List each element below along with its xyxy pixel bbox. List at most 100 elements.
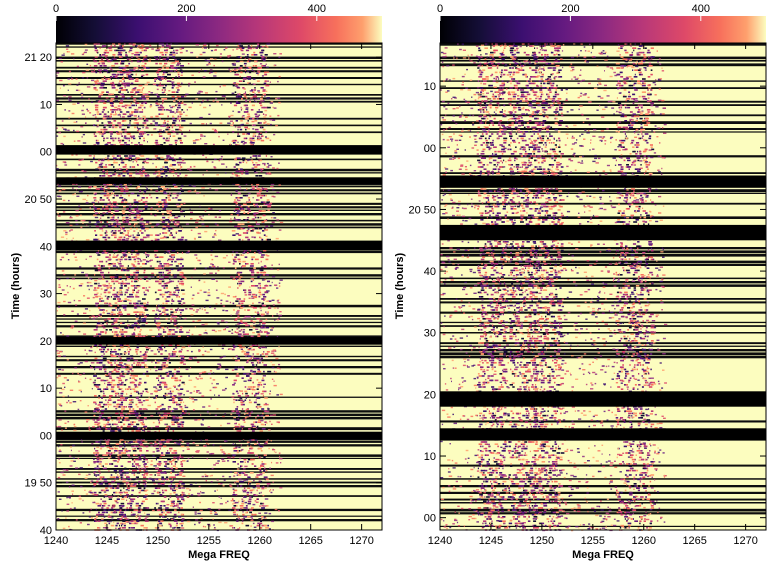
- noise-pixel: [97, 101, 100, 103]
- emission-pixel: [241, 351, 244, 353]
- masked-row: [56, 410, 382, 413]
- emission-pixel: [155, 214, 157, 217]
- emission-pixel: [163, 412, 167, 415]
- emission-pixel: [144, 223, 149, 225]
- emission-pixel: [111, 318, 115, 320]
- emission-pixel: [146, 348, 149, 351]
- noise-pixel: [249, 97, 253, 99]
- noise-pixel: [195, 519, 199, 521]
- emission-pixel: [142, 87, 145, 89]
- emission-pixel: [159, 348, 164, 351]
- emission-pixel: [156, 124, 161, 126]
- emission-pixel: [131, 465, 136, 467]
- emission-pixel: [156, 238, 160, 241]
- emission-pixel: [125, 51, 127, 54]
- emission-pixel: [257, 155, 261, 157]
- emission-pixel: [134, 111, 139, 113]
- noise-pixel: [276, 318, 279, 321]
- emission-pixel: [119, 49, 124, 52]
- emission-pixel: [118, 395, 120, 397]
- emission-pixel: [120, 188, 125, 190]
- emission-pixel: [139, 91, 143, 93]
- emission-pixel: [157, 522, 160, 525]
- emission-pixel: [166, 159, 169, 162]
- emission-pixel: [121, 287, 123, 289]
- emission-pixel: [247, 221, 250, 223]
- emission-pixel: [129, 348, 132, 351]
- noise-pixel: [128, 169, 130, 172]
- emission-pixel: [127, 124, 131, 126]
- emission-pixel: [240, 322, 243, 324]
- emission-pixel: [178, 296, 180, 298]
- emission-pixel: [101, 58, 103, 60]
- emission-pixel: [236, 518, 238, 520]
- emission-pixel: [263, 331, 268, 333]
- noise-pixel: [214, 490, 216, 492]
- noise-pixel: [169, 80, 172, 83]
- noise-pixel: [89, 277, 92, 279]
- emission-pixel: [261, 353, 264, 355]
- emission-pixel: [103, 502, 107, 505]
- emission-pixel: [120, 476, 122, 478]
- emission-pixel: [99, 410, 101, 412]
- emission-pixel: [165, 417, 168, 419]
- emission-pixel: [135, 476, 139, 478]
- emission-pixel: [238, 95, 242, 98]
- emission-pixel: [238, 302, 240, 305]
- emission-pixel: [94, 494, 98, 496]
- emission-pixel: [101, 188, 104, 190]
- emission-pixel: [158, 386, 162, 388]
- noise-pixel: [266, 172, 268, 174]
- emission-pixel: [112, 234, 117, 236]
- emission-pixel: [130, 285, 134, 287]
- emission-pixel: [242, 78, 246, 80]
- emission-pixel: [161, 408, 166, 410]
- emission-pixel: [120, 227, 122, 230]
- emission-pixel: [93, 238, 98, 241]
- emission-pixel: [253, 386, 255, 388]
- emission-pixel: [123, 236, 126, 239]
- noise-pixel: [121, 299, 124, 302]
- emission-pixel: [120, 439, 124, 441]
- emission-pixel: [239, 527, 241, 529]
- emission-pixel: [181, 346, 186, 349]
- emission-pixel: [245, 117, 249, 120]
- emission-pixel: [168, 485, 172, 487]
- emission-pixel: [164, 62, 168, 65]
- emission-pixel: [178, 104, 181, 107]
- emission-pixel: [180, 102, 184, 104]
- emission-pixel: [232, 456, 235, 459]
- emission-pixel: [117, 291, 120, 294]
- emission-pixel: [133, 304, 137, 307]
- emission-pixel: [247, 212, 250, 214]
- emission-pixel: [253, 357, 257, 360]
- emission-pixel: [257, 73, 259, 76]
- emission-pixel: [133, 271, 136, 274]
- noise-pixel: [80, 439, 83, 441]
- emission-pixel: [251, 89, 253, 91]
- emission-pixel: [244, 489, 247, 492]
- emission-pixel: [134, 421, 136, 423]
- emission-pixel: [109, 254, 111, 256]
- emission-pixel: [135, 91, 137, 93]
- noise-pixel: [265, 300, 269, 302]
- emission-pixel: [119, 344, 123, 346]
- noise-pixel: [145, 466, 149, 468]
- emission-pixel: [93, 155, 95, 157]
- emission-pixel: [238, 186, 241, 188]
- emission-pixel: [104, 208, 109, 210]
- emission-pixel: [106, 100, 110, 102]
- emission-pixel: [175, 98, 178, 100]
- noise-pixel: [189, 129, 191, 132]
- noise-pixel: [145, 516, 149, 518]
- emission-pixel: [118, 348, 121, 351]
- emission-pixel: [163, 263, 167, 265]
- emission-pixel: [156, 324, 161, 327]
- emission-pixel: [130, 527, 133, 529]
- emission-pixel: [259, 522, 263, 525]
- emission-pixel: [166, 296, 171, 298]
- emission-pixel: [133, 359, 135, 362]
- noise-pixel: [229, 70, 232, 72]
- emission-pixel: [113, 368, 117, 371]
- emission-pixel: [101, 100, 105, 102]
